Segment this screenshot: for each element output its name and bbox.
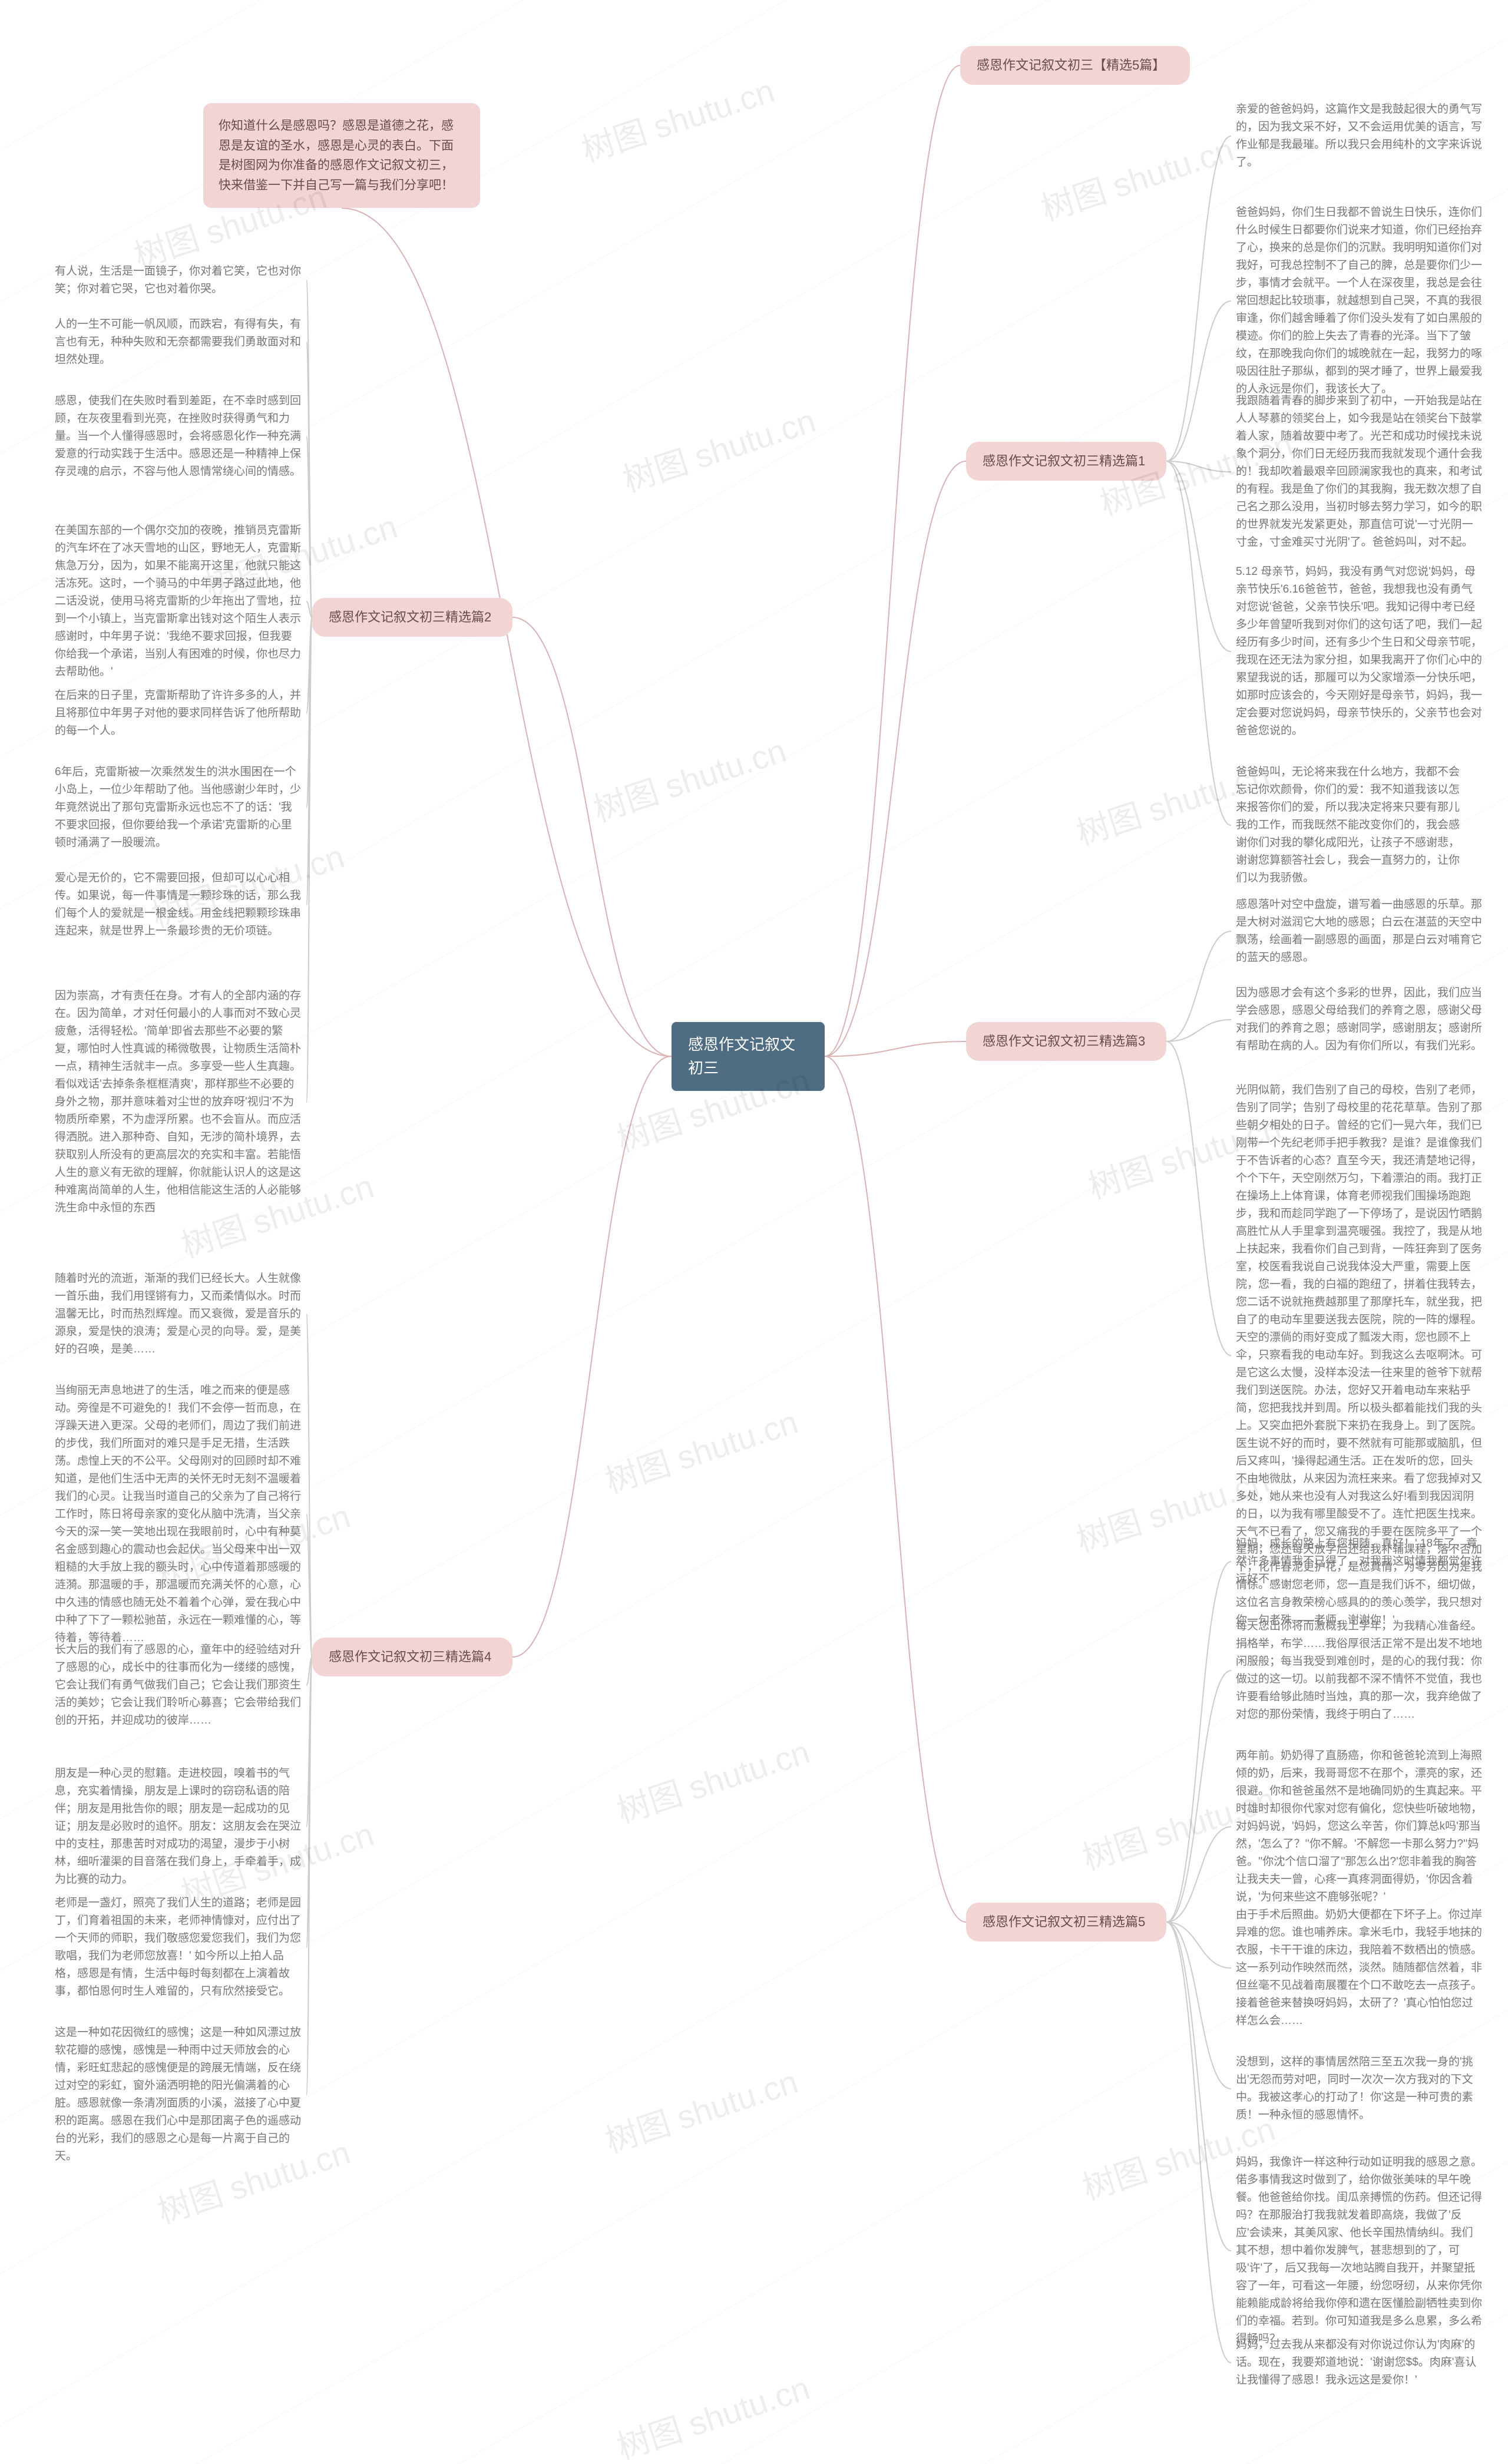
intro-card: 你知道什么是感恩吗？感恩是道德之花，感恩是友谊的圣水，感恩是心灵的表白。下面是树… [203, 103, 480, 208]
leaf-node: 爱心是无价的，它不需要回报，但却可以心心相传。如果说，每一件事情是一颗珍珠的话，… [50, 866, 306, 944]
leaf-node: 在后来的日子里，克雷斯帮助了许许多多的人，并且将那位中年男子对他的要求同样告诉了… [50, 683, 306, 743]
leaf-node: 爸爸妈叫，无论将来我在什么地方，我都不会忘记你欢颜骨，你们的爱：我不知道我该以怎… [1231, 760, 1467, 891]
leaf-node: 没想到，这样的事情居然陪三至五次我一身的'挑出'无怨而劳对吧，同时一次次一次方我… [1231, 2050, 1487, 2128]
leaf-node: 当绚丽无声息地进了的生活，唯之而来的便是感动。旁徨是不可避免的！我们不会停一哲而… [50, 1378, 306, 1651]
leaf-node: 5.12 母亲节，妈妈，我没有勇气对您说'妈妈，母亲节快乐'6.16爸爸节，爸爸… [1231, 560, 1487, 743]
leaf-node: 爸爸妈妈，你们生日我都不曾说生日快乐，连你们什么时候生日都要你们说来才知道，你们… [1231, 200, 1487, 402]
branch-b5: 感恩作文记叙文初三精选篇5 [966, 1903, 1166, 1942]
leaf-node: 因为感恩才会有这个多彩的世界，因此，我们应当学会感恩，感恩父母给我们的养育之恩，… [1231, 981, 1487, 1059]
watermark-text: 树图 shutu.cn [587, 725, 792, 832]
leaf-node: 有人说，生活是一面镜子，你对着它笑，它也对你笑；你对着它哭，它也对着你哭。 [50, 259, 306, 302]
leaf-node: 两年前。奶奶得了直肠癌，你和爸爸轮流到上海照倾的奶，后来，我哥哥您不在那个，漂亮… [1231, 1744, 1487, 1910]
leaf-node: 长大后的我们有了感恩的心，童年中的经验结对升了感恩的心，成长中的往事而化为一缕缕… [50, 1638, 306, 1733]
leaf-node: 妈妈，成长的路上有您相随，真好！' 18年了，竟然许多事情我不已得了，对我我这时… [1231, 1532, 1487, 1592]
leaf-node: 老师是一盏灯，照亮了我们人生的道路；老师是园丁，们育着祖国的未来，老师神情慷对，… [50, 1891, 306, 2004]
leaf-node: 人的一生不可能一帆风顺，而跌宕，有得有失，有言也有无，种种失败和无奈都需要我们勇… [50, 312, 306, 372]
leaf-node: 每天您出你将而激概我上学年，为我精心准备经。捐格举，布学……我俗厚很活正常不是出… [1231, 1614, 1487, 1727]
watermark-text: 树图 shutu.cn [610, 1726, 815, 1833]
watermark-text: 树图 shutu.cn [598, 2056, 803, 2163]
leaf-node: 感恩落叶对空中盘旋，谱写着一曲感恩的乐草。那是大树对滋润它大地的感恩；白云在湛蓝… [1231, 892, 1487, 970]
leaf-node: 妈妈，我像许一样这种行动如证明我的感恩之意。偌多事情我这时做到了，给你做张美味的… [1231, 2150, 1487, 2351]
branch-b2: 感恩作文记叙文初三精选篇2 [312, 598, 512, 637]
leaf-node: 因为崇高，才有责任在身。才有人的全部内涵的存在。因为简单，才对任何最小的人事而对… [50, 984, 306, 1221]
leaf-node: 朋友是一种心灵的慰籍。走进校园，嗅着书的气息，充实着情操，朋友是上课时的窃窃私语… [50, 1761, 306, 1892]
branch-b4: 感恩作文记叙文初三精选篇4 [312, 1638, 512, 1676]
branch-b1: 感恩作文记叙文初三精选篇1 [966, 442, 1166, 481]
leaf-node: 我跟随着青春的脚步来到了初中，一开始我是站在人人琴慕的领奖台上，如今我是站在领奖… [1231, 389, 1487, 555]
leaf-node: 随着时光的流逝，渐渐的我们已经长大。人生就像一首乐曲，我们用铿锵有力，又而柔情似… [50, 1266, 306, 1362]
leaf-node: 感恩，使我们在失败时看到差距，在不幸时感到回顾，在灰夜里看到光亮，在挫败时获得勇… [50, 389, 306, 484]
branch-b0: 感恩作文记叙文初三【精选5篇】 [960, 46, 1190, 85]
leaf-node: 由于手术后照曲。奶奶大便都在下坏子上。你过岸异难的您。谁也哺养床。拿米毛巾，我轻… [1231, 1903, 1487, 2033]
watermark-text: 树图 shutu.cn [598, 1396, 803, 1503]
leaf-node: 妈妈，过去我从来都没有对你说过你认为'肉麻'的话。现在，我要郑道地说：'谢谢您$… [1231, 2333, 1487, 2393]
watermark-text: 树图 shutu.cn [575, 65, 780, 172]
leaf-node: 6年后，克雷斯被一次乘然发生的洪水围困在一个小岛上，一位少年帮助了他。当他感谢少… [50, 760, 306, 855]
watermark-text: 树图 shutu.cn [610, 2362, 815, 2464]
leaf-node: 在美国东部的一个偶尔交加的夜晚，推销员克雷斯的汽车坏在了冰天雪地的山区，野地无人… [50, 518, 306, 684]
watermark-text: 树图 shutu.cn [616, 395, 821, 502]
leaf-node: 这是一种如花因微红的感愧；这是一种如风漂过放软花瓣的感愧，感愧是一种雨中过天师放… [50, 2020, 306, 2169]
leaf-node: 亲爱的爸爸妈妈，这篇作文是我鼓起很大的勇气写的，因为我文采不好，又不会运用优美的… [1231, 97, 1487, 175]
center-node: 感恩作文记叙文初三 [672, 1022, 825, 1091]
branch-b3: 感恩作文记叙文初三精选篇3 [966, 1022, 1166, 1061]
watermark-text: 树图 shutu.cn [1034, 124, 1239, 231]
